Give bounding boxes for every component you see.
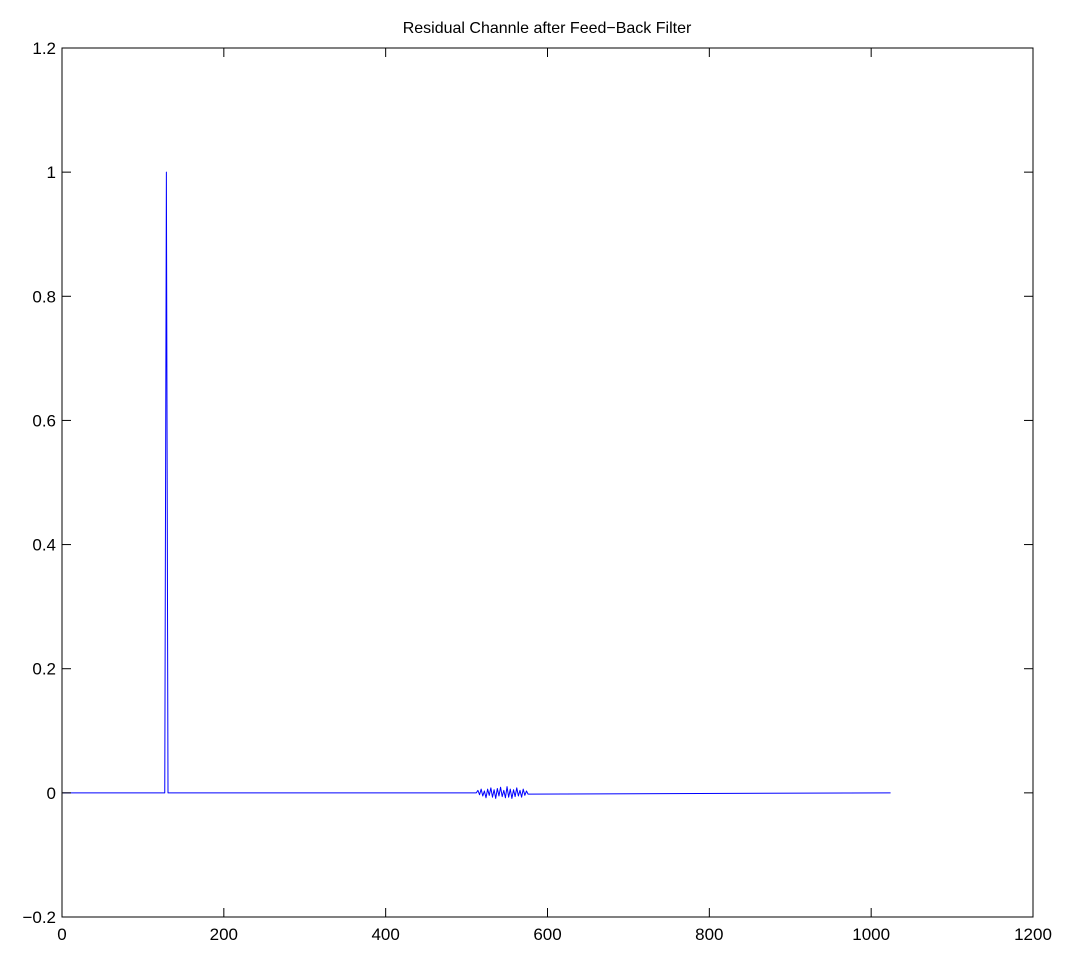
y-tick-label: 0.8 [32, 287, 56, 306]
y-tick-label: 1 [47, 163, 56, 182]
y-tick-label: −0.2 [22, 908, 56, 927]
series-line [62, 171, 891, 799]
chart-title: Residual Channle after Feed−Back Filter [403, 20, 692, 37]
y-tick-label: 0.4 [32, 536, 56, 555]
x-tick-label: 800 [695, 925, 723, 944]
y-tick-label: 0.2 [32, 660, 56, 679]
y-tick-label: 0.6 [32, 411, 56, 430]
series-layer [62, 171, 891, 799]
y-tick-label: 1.2 [32, 39, 56, 58]
y-tick-label: 0 [47, 784, 56, 803]
x-tick-label: 1000 [852, 925, 890, 944]
x-tick-label: 1200 [1014, 925, 1052, 944]
x-tick-label: 200 [210, 925, 238, 944]
x-tick-label: 400 [371, 925, 399, 944]
x-tick-label: 600 [533, 925, 561, 944]
x-tick-label: 0 [57, 925, 66, 944]
plot-area [62, 48, 1033, 917]
axes-box [61, 47, 1034, 918]
tick-layer: 0 200 400 600 800 1000 1200−0.200.20.40.60.811… [22, 39, 1051, 944]
